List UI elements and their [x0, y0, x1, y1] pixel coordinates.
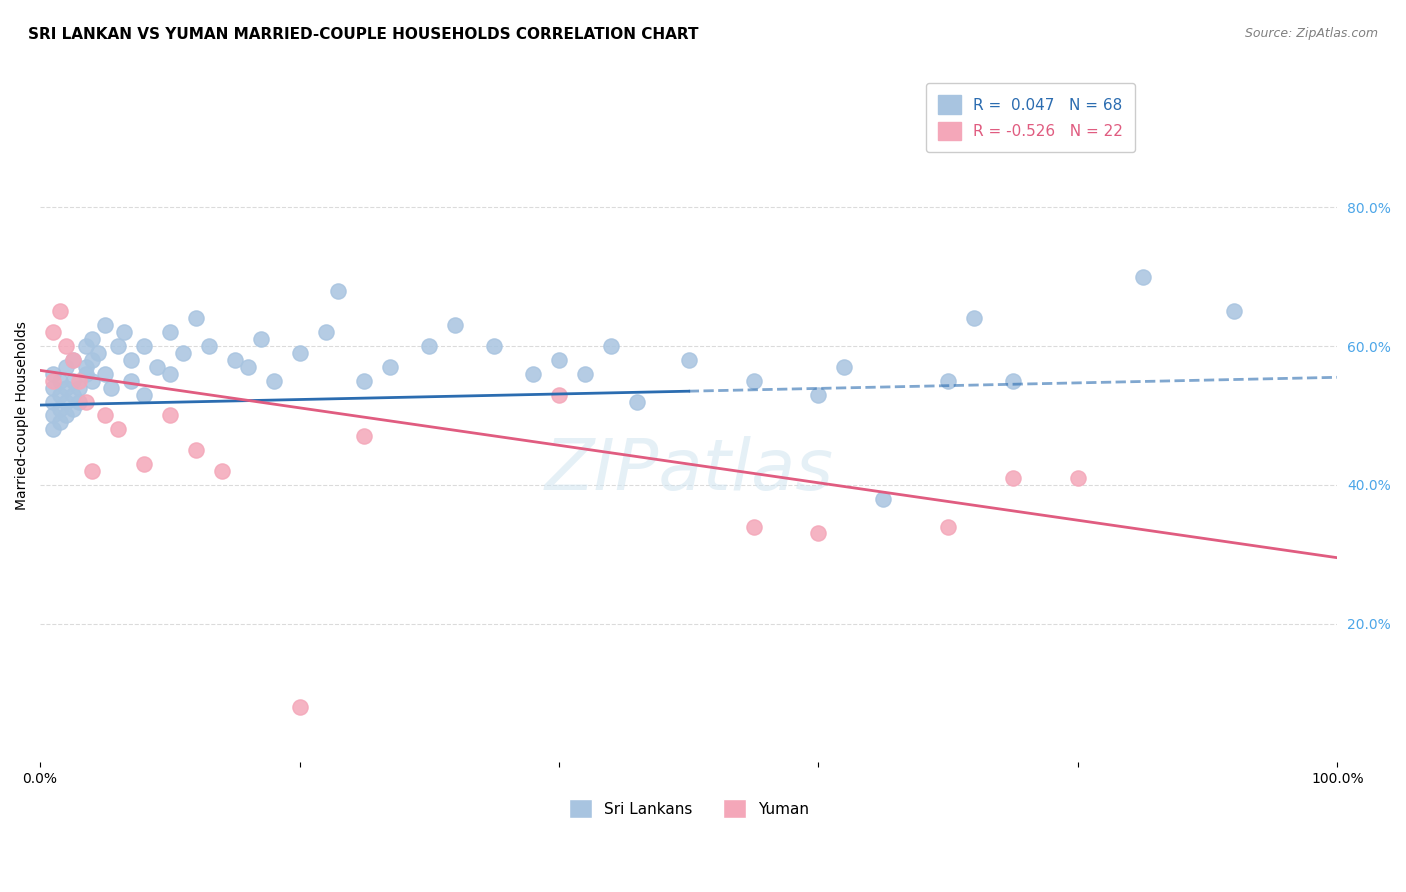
Point: [48, 401, 70, 416]
Point: [159, 325, 181, 339]
Point: [94, 367, 117, 381]
Point: [42, 394, 65, 409]
Point: [522, 367, 544, 381]
Point: [288, 346, 311, 360]
Point: [107, 422, 129, 436]
Point: [48, 374, 70, 388]
Y-axis label: Married-couple Households: Married-couple Households: [15, 321, 30, 510]
Point: [807, 526, 830, 541]
Point: [75, 339, 97, 353]
Point: [1222, 304, 1244, 318]
Point: [80, 374, 103, 388]
Point: [444, 318, 467, 333]
Point: [120, 353, 142, 368]
Point: [742, 374, 765, 388]
Point: [120, 374, 142, 388]
Point: [55, 339, 77, 353]
Point: [107, 339, 129, 353]
Point: [80, 332, 103, 346]
Point: [55, 394, 77, 409]
Point: [834, 359, 856, 374]
Point: [872, 491, 894, 506]
Point: [132, 457, 155, 471]
Point: [80, 464, 103, 478]
Point: [94, 318, 117, 333]
Point: [249, 332, 271, 346]
Point: [62, 374, 84, 388]
Point: [328, 284, 350, 298]
Point: [936, 519, 959, 533]
Point: [62, 353, 84, 368]
Point: [1132, 269, 1154, 284]
Legend: Sri Lankans, Yuman: Sri Lankans, Yuman: [562, 793, 815, 824]
Point: [114, 325, 136, 339]
Point: [1002, 471, 1025, 485]
Point: [48, 416, 70, 430]
Point: [211, 464, 233, 478]
Point: [418, 339, 440, 353]
Point: [42, 374, 65, 388]
Point: [42, 325, 65, 339]
Point: [224, 353, 246, 368]
Point: [1067, 471, 1090, 485]
Point: [67, 394, 90, 409]
Point: [482, 339, 505, 353]
Point: [936, 374, 959, 388]
Point: [62, 387, 84, 401]
Point: [678, 353, 700, 368]
Point: [48, 387, 70, 401]
Point: [236, 359, 259, 374]
Point: [380, 359, 402, 374]
Point: [48, 304, 70, 318]
Point: [94, 409, 117, 423]
Point: [75, 394, 97, 409]
Point: [42, 367, 65, 381]
Point: [42, 409, 65, 423]
Point: [574, 367, 596, 381]
Point: [132, 387, 155, 401]
Point: [55, 381, 77, 395]
Text: SRI LANKAN VS YUMAN MARRIED-COUPLE HOUSEHOLDS CORRELATION CHART: SRI LANKAN VS YUMAN MARRIED-COUPLE HOUSE…: [28, 27, 699, 42]
Point: [600, 339, 623, 353]
Point: [146, 359, 169, 374]
Point: [288, 700, 311, 714]
Point: [963, 311, 986, 326]
Point: [353, 429, 375, 443]
Point: [548, 353, 571, 368]
Point: [67, 374, 90, 388]
Point: [75, 367, 97, 381]
Point: [67, 381, 90, 395]
Point: [159, 367, 181, 381]
Point: [263, 374, 285, 388]
Point: [42, 381, 65, 395]
Point: [55, 359, 77, 374]
Point: [42, 422, 65, 436]
Point: [548, 387, 571, 401]
Point: [742, 519, 765, 533]
Point: [197, 339, 219, 353]
Point: [75, 359, 97, 374]
Point: [626, 394, 648, 409]
Point: [159, 409, 181, 423]
Point: [184, 311, 207, 326]
Point: [807, 387, 830, 401]
Point: [353, 374, 375, 388]
Point: [1002, 374, 1025, 388]
Point: [62, 353, 84, 368]
Point: [315, 325, 337, 339]
Point: [62, 401, 84, 416]
Point: [87, 346, 110, 360]
Text: Source: ZipAtlas.com: Source: ZipAtlas.com: [1244, 27, 1378, 40]
Point: [100, 381, 122, 395]
Text: ZIPatlas: ZIPatlas: [544, 436, 834, 506]
Point: [132, 339, 155, 353]
Point: [80, 353, 103, 368]
Point: [184, 443, 207, 458]
Point: [172, 346, 194, 360]
Point: [55, 409, 77, 423]
